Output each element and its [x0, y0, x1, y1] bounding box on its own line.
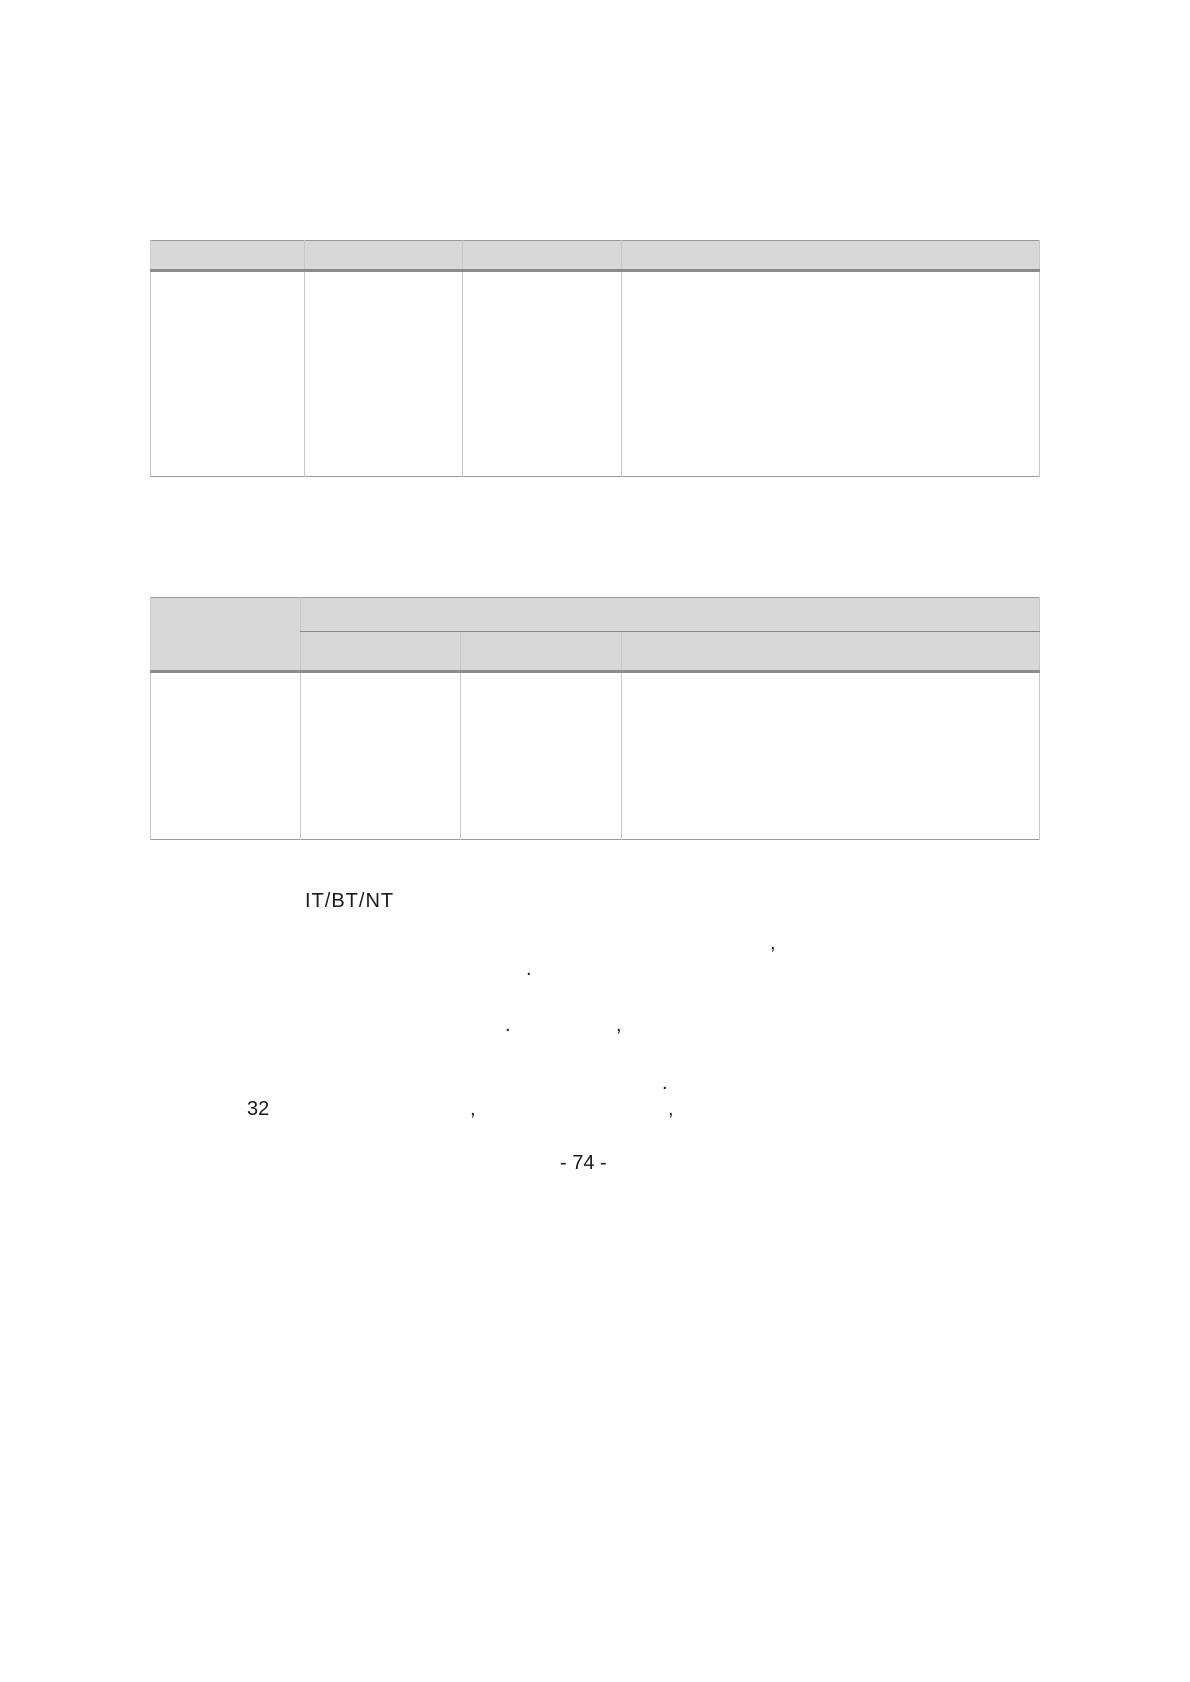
table-2-header-row-1: [151, 598, 1040, 632]
text-period-2: .: [505, 1014, 511, 1037]
text-comma-4: ,: [668, 1098, 674, 1121]
text-comma-2: ,: [616, 1014, 622, 1037]
table-1-body-row: [151, 271, 1040, 477]
text-32: 32: [247, 1098, 269, 1121]
table-1: [150, 240, 1040, 477]
table-1-body-cell-4: [622, 271, 1040, 477]
table-1-header-cell-4: [622, 241, 1040, 271]
text-itbtnt: IT/BT/NT: [305, 890, 394, 913]
table-2-header-merged-cell: [300, 598, 1039, 632]
text-comma-3: ,: [470, 1098, 476, 1121]
table-1-header-cell-3: [462, 241, 622, 271]
table-1-body-cell-1: [151, 271, 305, 477]
table-1-body-cell-3: [462, 271, 622, 477]
table-2: [150, 597, 1040, 840]
table-2-body-cell-3: [460, 672, 622, 840]
table-1-header-cell-2: [304, 241, 462, 271]
table-2-header-cell-3: [460, 632, 622, 672]
table-1-header-cell-1: [151, 241, 305, 271]
table-1-header-row: [151, 241, 1040, 271]
table-2-body-row: [151, 672, 1040, 840]
text-period-3: .: [662, 1072, 668, 1095]
table-2-header-cell-1: [151, 598, 301, 672]
table-2-header-cell-4: [622, 632, 1040, 672]
text-period-1: .: [526, 958, 532, 981]
table-1-body-cell-2: [304, 271, 462, 477]
table-2-body-cell-2: [300, 672, 460, 840]
text-comma-1: ,: [770, 932, 776, 955]
table-2-body-cell-4: [622, 672, 1040, 840]
page-number: - 74 -: [560, 1152, 607, 1175]
table-2-header-cell-2: [300, 632, 460, 672]
table-2-body-cell-1: [151, 672, 301, 840]
